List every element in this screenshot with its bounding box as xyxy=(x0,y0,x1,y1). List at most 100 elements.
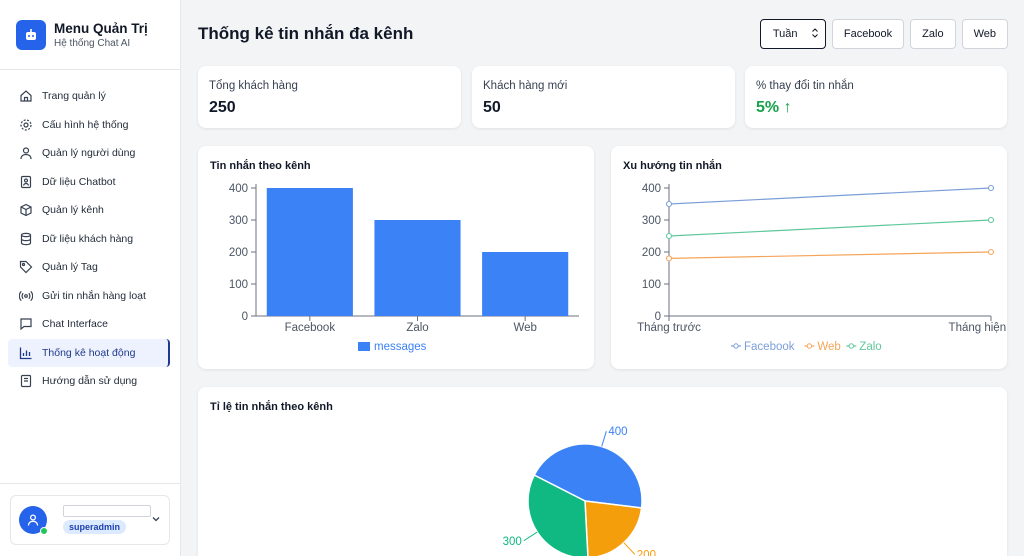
sidebar-item-guide[interactable]: Hướng dẫn sử dụng xyxy=(0,367,170,396)
sidebar-item-tags[interactable]: Quản lý Tag xyxy=(0,253,170,282)
sidebar-item-users[interactable]: Quản lý người dùng xyxy=(0,139,170,168)
sidebar-brand: Menu Quản Trị Hệ thống Chat AI xyxy=(0,0,180,70)
filter-zalo-button[interactable]: Zalo xyxy=(910,19,956,49)
y-tick-label: 0 xyxy=(242,311,248,323)
sidebar-subtitle: Hệ thống Chat AI xyxy=(54,37,131,49)
bar-chart-card: Tin nhắn theo kênh 0 100 200 300 400 Facebook… xyxy=(198,146,594,369)
stat-value: 250 xyxy=(209,99,236,116)
avatar[interactable] xyxy=(19,506,48,535)
y-tick-label: 100 xyxy=(642,279,661,291)
pie-label-zalo: 300 xyxy=(503,536,522,548)
pie-chart: 400 200 300 xyxy=(503,426,656,556)
bot-icon xyxy=(18,174,34,190)
line-web xyxy=(668,251,992,259)
main-content: Thống kê tin nhắn đa kênh Tuần Facebook … xyxy=(182,0,1024,556)
stat-label: Khách hàng mới xyxy=(483,80,568,92)
sidebar-item-statistics[interactable]: Thống kê hoạt động xyxy=(8,338,170,367)
sidebar-item-broadcast[interactable]: Gửi tin nhắn hàng loạt xyxy=(0,282,170,311)
home-icon xyxy=(18,88,34,104)
stat-card-new-customers: Khách hàng mới 50 xyxy=(472,66,735,128)
sidebar-item-customer-data[interactable]: Dữ liệu khách hàng xyxy=(0,225,170,254)
y-tick-label: 100 xyxy=(229,279,248,291)
x-tick-label: Tháng hiện tại xyxy=(949,322,1007,334)
user-name xyxy=(63,505,151,517)
y-tick-label: 200 xyxy=(642,247,661,259)
sidebar-item-label: Quản lý người dùng xyxy=(42,147,136,160)
box-icon xyxy=(18,202,34,218)
filter-bar: Tuần Facebook Zalo Web xyxy=(759,19,1008,49)
point-zalo xyxy=(987,216,995,224)
y-tick-label: 300 xyxy=(642,215,661,227)
broadcast-icon xyxy=(18,288,34,304)
user-avatar-icon xyxy=(27,514,39,526)
sidebar-item-label: Gửi tin nhắn hàng loạt xyxy=(42,289,146,302)
pie-label-facebook: 400 xyxy=(608,426,627,438)
bar-web xyxy=(482,252,569,316)
sidebar-item-label: Chat Interface xyxy=(42,318,108,331)
page-title: Thống kê tin nhắn đa kênh xyxy=(198,24,414,43)
point-web xyxy=(665,255,673,262)
filter-facebook-button[interactable]: Facebook xyxy=(831,19,905,49)
sidebar-item-label: Quản lý Tag xyxy=(42,261,98,274)
sidebar-nav: Trang quản lý Cấu hình hệ thống Quản lý … xyxy=(0,70,180,396)
gear-icon xyxy=(18,117,34,133)
sidebar-item-chat-interface[interactable]: Chat Interface xyxy=(0,310,170,339)
sidebar-item-label: Cấu hình hệ thống xyxy=(42,118,129,131)
sidebar-item-label: Trang quản lý xyxy=(42,90,106,103)
bar-chart-icon xyxy=(18,345,34,361)
legend-marker xyxy=(733,343,739,349)
legend-label: messages xyxy=(374,341,427,353)
point-facebook xyxy=(987,184,995,192)
y-tick-label: 400 xyxy=(229,183,248,195)
sidebar-item-label: Thống kê hoạt động xyxy=(42,346,136,359)
y-tick-label: 300 xyxy=(229,215,248,227)
sidebar-item-label: Dữ liệu khách hàng xyxy=(42,232,134,245)
sidebar-item-chatbot-data[interactable]: Dữ liệu Chatbot xyxy=(0,168,170,197)
period-select-value: Tuần xyxy=(772,28,798,40)
robot-logo-icon xyxy=(16,19,46,50)
x-tick-label: Facebook xyxy=(285,322,336,334)
sidebar-item-label: Hướng dẫn sử dụng xyxy=(42,375,138,388)
database-icon xyxy=(18,231,34,247)
point-zalo xyxy=(665,232,673,240)
pie-slice-zalo xyxy=(527,474,589,556)
pie-label-line xyxy=(623,542,636,555)
bar-zalo xyxy=(374,220,461,316)
pie-slice-facebook xyxy=(533,443,643,509)
stat-label: % thay đổi tin nhắn xyxy=(756,80,854,92)
sidebar-divider xyxy=(0,483,181,484)
legend-swatch xyxy=(358,342,370,351)
line-chart-title: Xu hướng tin nhắn xyxy=(623,160,722,172)
x-tick-label: Tháng trước xyxy=(637,322,701,334)
y-tick-label: 400 xyxy=(642,183,661,195)
point-web xyxy=(987,248,995,256)
user-menu[interactable]: superadmin xyxy=(10,495,170,545)
y-tick-label: 200 xyxy=(229,247,248,259)
sidebar-item-settings[interactable]: Cấu hình hệ thống xyxy=(0,111,170,140)
pie-slice-web xyxy=(584,500,643,556)
x-tick-label: Zalo xyxy=(406,322,428,334)
legend-marker xyxy=(848,343,855,349)
sidebar-item-label: Quản lý kênh xyxy=(42,204,104,217)
y-tick-label: 0 xyxy=(655,311,661,323)
tag-icon xyxy=(18,259,34,275)
pie-label-line xyxy=(601,431,607,447)
role-badge: superadmin xyxy=(63,520,127,534)
sidebar-item-channels[interactable]: Quản lý kênh xyxy=(0,196,170,225)
line-facebook xyxy=(668,187,992,205)
bar-facebook xyxy=(266,188,353,316)
stat-card-message-change: % thay đổi tin nhắn 5% ↑ xyxy=(745,66,1007,128)
period-select[interactable]: Tuần xyxy=(759,19,826,49)
stat-value: 5% ↑ xyxy=(756,99,792,116)
sidebar: Menu Quản Trị Hệ thống Chat AI Trang quả… xyxy=(0,0,181,556)
online-status-dot xyxy=(40,527,48,535)
chevron-down-icon[interactable] xyxy=(151,511,161,529)
pie-chart-title: Tỉ lệ tin nhắn theo kênh xyxy=(210,401,333,413)
sidebar-item-dashboard[interactable]: Trang quản lý xyxy=(0,82,170,111)
pie-chart-card: Tỉ lệ tin nhắn theo kênh 400 200 300 xyxy=(198,387,1007,556)
stat-card-total-customers: Tổng khách hàng 250 xyxy=(198,66,461,128)
chat-icon xyxy=(18,316,34,332)
x-tick-label: Web xyxy=(513,322,536,334)
filter-web-button[interactable]: Web xyxy=(961,19,1008,49)
pie-label-web: 200 xyxy=(637,549,656,556)
